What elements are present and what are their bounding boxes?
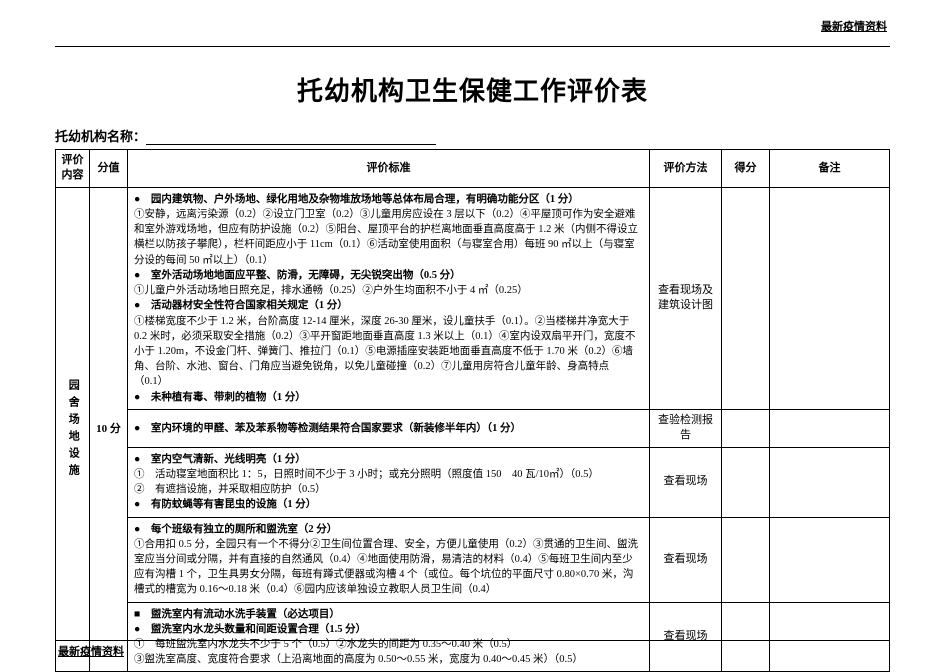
criteria-cell: ● 每个班级有独立的厕所和盥洗室（2 分）①合用扣 0.5 分，全园只有一个不得… [128,517,650,602]
method-cell: 查看现场 [650,447,722,517]
remark-cell [770,409,890,447]
th-criteria: 评价标准 [128,150,650,188]
footer-left-label: 最新疫情资料 [58,643,124,659]
header-right-label: 最新疫情资料 [821,18,887,34]
top-rule [55,46,890,47]
org-name-line: 托幼机构名称： [55,126,890,145]
remark-cell [770,447,890,517]
got-score-cell [722,187,770,409]
score-cell: 10 分 [90,187,128,672]
remark-cell [770,187,890,409]
method-cell: 查看现场 [650,602,722,672]
criteria-cell: ■ 盥洗室内有流动水洗手装置（必达项目）● 盥洗室内水龙头数量和间距设置合理（1… [128,602,650,672]
method-cell: 查验检测报告 [650,409,722,447]
remark-cell [770,602,890,672]
criteria-cell: ● 园内建筑物、户外场地、绿化用地及杂物堆放场地等总体布局合理，有明确功能分区（… [128,187,650,409]
th-got: 得分 [722,150,770,188]
th-content: 评价内容 [56,150,90,188]
bottom-rule [55,640,890,641]
got-score-cell [722,517,770,602]
table-row: ● 室内环境的甲醛、苯及苯系物等检测结果符合国家要求（新装修半年内）（1 分）查… [56,409,890,447]
table-row: ● 室内空气清新、光线明亮（1 分）① 活动寝室地面积比 1：5，日照时间不少于… [56,447,890,517]
remark-cell [770,517,890,602]
table-row: 园舍场地设施10 分● 园内建筑物、户外场地、绿化用地及杂物堆放场地等总体布局合… [56,187,890,409]
org-name-underline [146,131,436,145]
evaluation-table: 评价内容 分值 评价标准 评价方法 得分 备注 园舍场地设施10 分● 园内建筑… [55,149,890,672]
th-method: 评价方法 [650,150,722,188]
criteria-cell: ● 室内空气清新、光线明亮（1 分）① 活动寝室地面积比 1：5，日照时间不少于… [128,447,650,517]
table-body: 园舍场地设施10 分● 园内建筑物、户外场地、绿化用地及杂物堆放场地等总体布局合… [56,187,890,672]
category-cell: 园舍场地设施 [56,187,90,672]
got-score-cell [722,602,770,672]
th-score: 分值 [90,150,128,188]
table-header-row: 评价内容 分值 评价标准 评价方法 得分 备注 [56,150,890,188]
got-score-cell [722,409,770,447]
th-remark: 备注 [770,150,890,188]
criteria-cell: ● 室内环境的甲醛、苯及苯系物等检测结果符合国家要求（新装修半年内）（1 分） [128,409,650,447]
page-title: 托幼机构卫生保健工作评价表 [55,71,890,108]
method-cell: 查看现场 [650,517,722,602]
org-name-label: 托幼机构名称： [55,129,146,144]
got-score-cell [722,447,770,517]
table-row: ■ 盥洗室内有流动水洗手装置（必达项目）● 盥洗室内水龙头数量和间距设置合理（1… [56,602,890,672]
method-cell: 查看现场及建筑设计图 [650,187,722,409]
table-row: ● 每个班级有独立的厕所和盥洗室（2 分）①合用扣 0.5 分，全园只有一个不得… [56,517,890,602]
